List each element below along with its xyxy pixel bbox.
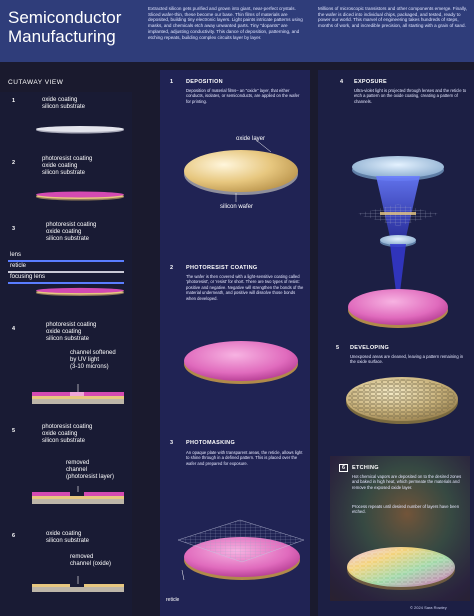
deposition-number: 1 (170, 79, 174, 85)
photomasking-desc: An opaque plate with transparent areas, … (186, 450, 303, 466)
photoresist-desc: The wafer is then covered with a light-s… (186, 274, 304, 301)
header-banner (0, 0, 474, 62)
photoresist-number: 2 (170, 265, 174, 271)
deposition-title: DEPOSITION (186, 79, 223, 85)
text-channel: channel (66, 467, 88, 473)
etching-wafer (347, 547, 455, 590)
copyright-footer: © 2024 Sara Rowley (410, 605, 447, 610)
label-oxide-layer: oxide layer (236, 136, 266, 142)
text-microns: (3-10 microns) (70, 364, 109, 370)
cutaway-column (0, 92, 132, 616)
cutaway-step-4-block (32, 384, 124, 404)
label-removed-channel-oxide: removed channel (oxide) (70, 554, 111, 568)
photoresist-wafer (184, 341, 298, 384)
label-silicon-substrate: silicon substrate (46, 336, 90, 342)
label-oxide-coating: oxide coating (46, 531, 82, 537)
label-lens: lens (10, 252, 22, 258)
photomasking-number: 3 (170, 440, 174, 446)
developing-desc: Unexposed areas are cleaned, leaving a p… (350, 354, 464, 365)
text-by-uv-light: by UV light (70, 357, 100, 363)
text-removed: removed (66, 460, 90, 466)
developing-number: 5 (336, 345, 340, 351)
photomasking-reticle-wafer (177, 519, 305, 581)
label-oxide-coating: oxide coating (46, 229, 82, 235)
etching-number: 6 (339, 464, 349, 472)
deposition-desc: Deposition of material films– an "oxide"… (186, 88, 300, 104)
label-channel-softened: channel softened by UV light (3-10 micro… (70, 350, 116, 371)
focusing-lens-line (8, 282, 124, 284)
label-silicon-wafer: silicon wafer (220, 204, 254, 210)
cutaway-step-5-number: 5 (12, 428, 16, 434)
label-oxide-coating: oxide coating (46, 329, 82, 335)
photoresist-title: PHOTORESIST COATING (186, 265, 258, 271)
label-oxide-coating: oxide coating (42, 97, 78, 103)
cutaway-step-4-labels: photoresist coating oxide coating silico… (46, 322, 96, 343)
etching-desc-repeat: Process repeats until desired number of … (352, 504, 460, 515)
developing-wafer (346, 377, 458, 424)
text-channel-oxide: channel (oxide) (70, 561, 112, 567)
developing-title: DEVELOPING (350, 345, 390, 351)
exposure-desc: Ultra-violet light is projected through … (354, 88, 467, 104)
reticle-line (8, 271, 124, 273)
etching-desc: Hot chemical vapors are deposited on to … (352, 474, 462, 490)
cutaway-step-5-labels: photoresist coating oxide coating silico… (42, 424, 92, 445)
label-reticle-photomask: reticle (166, 597, 180, 603)
label-focusing-lens: focusing lens (10, 274, 46, 280)
label-silicon-substrate: silicon substrate (42, 438, 86, 444)
cutaway-step-1-labels: oxide coating silicon substrate (42, 97, 85, 111)
page-title: Semiconductor Manufacturing (8, 8, 121, 46)
label-silicon-substrate: silicon substrate (46, 538, 90, 544)
label-silicon-substrate: silicon substrate (46, 236, 90, 242)
cutaway-step-2-labels: photoresist coating oxide coating silico… (42, 156, 92, 177)
exposure-number: 4 (340, 79, 344, 85)
cutaway-step-3-labels: photoresist coating oxide coating silico… (46, 222, 96, 243)
photomasking-title: PHOTOMASKING (186, 440, 236, 446)
title-line-2: Manufacturing (8, 27, 116, 46)
cutaway-step-5-block (32, 486, 124, 504)
label-oxide-coating: oxide coating (42, 431, 78, 437)
label-photoresist-coating: photoresist coating (46, 322, 97, 328)
label-photoresist-coating: photoresist coating (42, 424, 93, 430)
title-line-1: Semiconductor (8, 8, 122, 27)
label-removed-channel-photoresist: removed channel (photoresist layer) (66, 460, 114, 481)
exposure-illustration (348, 156, 448, 328)
cutaway-heading: CUTAWAY VIEW (8, 79, 64, 86)
label-oxide-coating: oxide coating (42, 163, 78, 169)
cutaway-step-6-block (32, 576, 124, 592)
cutaway-step-6-labels: oxide coating silicon substrate (46, 531, 89, 545)
etching-title: ETCHING (352, 465, 379, 471)
label-silicon-substrate: silicon substrate (42, 170, 86, 176)
deposition-wafer (184, 139, 298, 202)
label-silicon-substrate: silicon substrate (42, 104, 86, 110)
cutaway-step-1-disc (36, 126, 124, 134)
cutaway-step-1-number: 1 (12, 98, 16, 104)
text-channel-softened: channel softened (70, 350, 116, 356)
label-reticle: reticle (10, 263, 27, 269)
intro-text-left: Extracted silicon gets purified and grow… (148, 6, 303, 40)
label-photoresist-coating: photoresist coating (42, 156, 93, 162)
text-removed: removed (70, 554, 94, 560)
lens-line (8, 260, 124, 262)
intro-text-right: Millions of microscopic transistors and … (318, 6, 468, 29)
cutaway-step-3-disc (36, 287, 124, 296)
cutaway-step-3-number: 3 (12, 226, 16, 232)
cutaway-step-6-number: 6 (12, 533, 16, 539)
cutaway-step-4-number: 4 (12, 326, 16, 332)
cutaway-step-2-disc (36, 191, 124, 201)
label-photoresist-coating: photoresist coating (46, 222, 97, 228)
exposure-title: EXPOSURE (354, 79, 387, 85)
cutaway-step-2-number: 2 (12, 160, 16, 166)
text-photoresist-layer: (photoresist layer) (66, 474, 115, 480)
